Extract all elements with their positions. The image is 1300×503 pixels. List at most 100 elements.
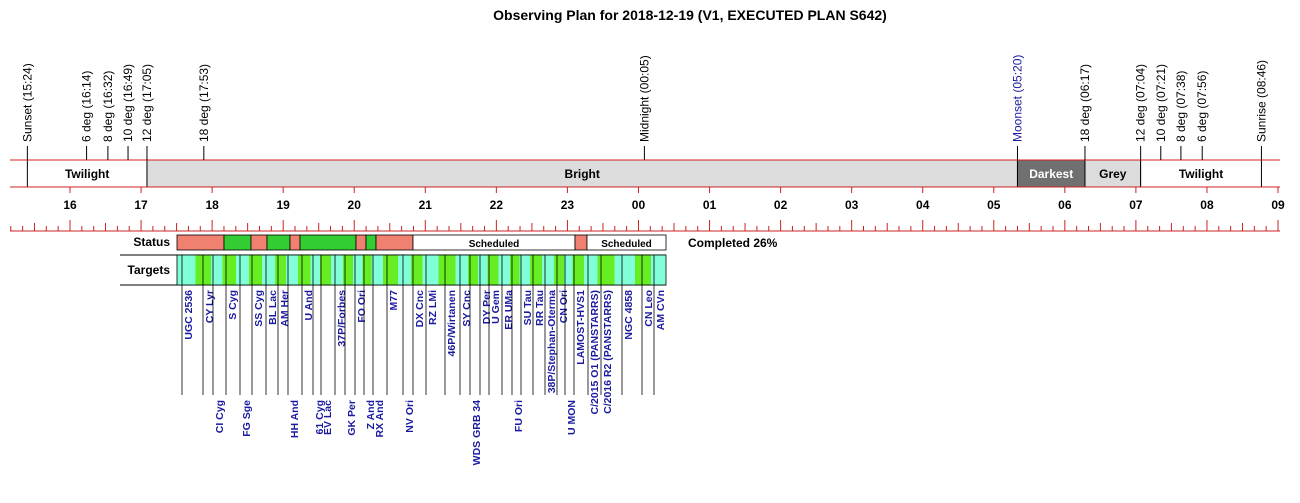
target-box bbox=[635, 255, 651, 285]
event-label: 6 deg (16:14) bbox=[80, 71, 94, 142]
band-label: Twilight bbox=[1179, 167, 1223, 181]
hour-label: 06 bbox=[1058, 198, 1072, 212]
target-label: M77 bbox=[388, 290, 400, 311]
band-label: Darkest bbox=[1029, 167, 1073, 181]
target-label: C/2016 R2 (PANSTARRS) bbox=[602, 290, 614, 414]
target-box bbox=[222, 255, 236, 285]
target-label: U MON bbox=[566, 400, 578, 435]
band bbox=[1016, 159, 1086, 188]
target-box bbox=[236, 255, 249, 285]
hour-label: 03 bbox=[845, 198, 859, 212]
target-box bbox=[478, 255, 488, 285]
hour-label: 02 bbox=[774, 198, 788, 212]
status-segment bbox=[250, 234, 268, 251]
event-label: 12 deg (17:05) bbox=[140, 64, 154, 142]
target-label: AM CVn bbox=[655, 290, 667, 330]
status-segment bbox=[223, 234, 252, 251]
target-label: U Gem bbox=[490, 290, 502, 324]
band bbox=[26, 159, 148, 188]
target-label: RZ LMi bbox=[427, 290, 439, 325]
event-label: Moonset (05:20) bbox=[1010, 55, 1024, 142]
target-label: CY Lyr bbox=[204, 290, 216, 323]
status-segment bbox=[574, 234, 588, 251]
target-box bbox=[651, 255, 666, 285]
targets-label: Targets bbox=[128, 263, 171, 277]
completed: Completed 26% bbox=[688, 236, 778, 250]
target-label: WDS GRB 34 bbox=[471, 400, 483, 466]
target-label: SY Cnc bbox=[461, 290, 473, 327]
target-label: 46P/Wirtanen bbox=[446, 290, 458, 356]
status-segment bbox=[365, 234, 377, 251]
target-box bbox=[487, 255, 499, 285]
target-box bbox=[371, 255, 383, 285]
event-label: 8 deg (16:32) bbox=[101, 71, 115, 142]
target-box bbox=[498, 255, 510, 285]
target-label: DY Per bbox=[481, 290, 493, 324]
target-label: CI Cyg bbox=[214, 400, 226, 433]
target-label: LAMOST-HVS1 bbox=[575, 290, 587, 365]
target-box bbox=[211, 255, 223, 285]
hour-label: 21 bbox=[419, 198, 433, 212]
target-box bbox=[455, 255, 468, 285]
status-text: Scheduled bbox=[601, 239, 652, 250]
target-box bbox=[564, 255, 573, 285]
hour-label: 07 bbox=[1129, 198, 1143, 212]
target-box bbox=[320, 255, 331, 285]
target-box bbox=[249, 255, 262, 285]
target-label: U And bbox=[303, 290, 315, 321]
hour-label: 05 bbox=[987, 198, 1001, 212]
target-label: NV Ori bbox=[404, 400, 416, 433]
target-label: HH And bbox=[289, 400, 301, 438]
hour-label: 23 bbox=[561, 198, 575, 212]
target-box bbox=[468, 255, 478, 285]
target-box bbox=[572, 255, 584, 285]
hour-label: 18 bbox=[205, 198, 219, 212]
target-box bbox=[362, 255, 372, 285]
target-frame bbox=[176, 254, 667, 286]
hour-label: 08 bbox=[1200, 198, 1214, 212]
event-label: 12 deg (07:04) bbox=[1134, 64, 1148, 142]
target-label: RX And bbox=[374, 400, 386, 438]
hour-label: 04 bbox=[916, 198, 930, 212]
band-label: Grey bbox=[1099, 167, 1127, 181]
hour-label: 19 bbox=[277, 198, 291, 212]
target-label: EV Lac bbox=[322, 400, 334, 435]
status-segment bbox=[375, 234, 414, 251]
target-box bbox=[353, 255, 363, 285]
status-label: Status bbox=[133, 235, 170, 249]
event-label: 8 deg (07:38) bbox=[1174, 71, 1188, 142]
target-box bbox=[343, 255, 353, 285]
hour-label: 16 bbox=[63, 198, 77, 212]
hour-label: 22 bbox=[490, 198, 504, 212]
target-label: 37P/Forbes bbox=[336, 290, 348, 347]
target-label: NGC 4858 bbox=[623, 290, 635, 340]
target-box bbox=[298, 255, 311, 285]
band-label: Bright bbox=[565, 167, 600, 181]
target-box bbox=[597, 255, 615, 285]
target-box bbox=[331, 255, 343, 285]
hour-label: 00 bbox=[632, 198, 646, 212]
target-label: GK Per bbox=[346, 400, 358, 436]
event-label: Midnight (00:05) bbox=[637, 55, 651, 142]
target-label: FU Ori bbox=[513, 400, 525, 432]
hour-label: 17 bbox=[134, 198, 148, 212]
target-box bbox=[584, 255, 598, 285]
target-box bbox=[554, 255, 564, 285]
target-box bbox=[542, 255, 554, 285]
status-segment bbox=[289, 234, 301, 251]
target-box bbox=[275, 255, 286, 285]
target-box bbox=[398, 255, 411, 285]
band-label: Twilight bbox=[65, 167, 109, 181]
event-label: 10 deg (07:21) bbox=[1154, 64, 1168, 142]
target-box bbox=[262, 255, 275, 285]
target-label: ER UMa bbox=[503, 290, 515, 330]
target-box bbox=[286, 255, 298, 285]
status-segment bbox=[266, 234, 291, 251]
target-box bbox=[177, 255, 196, 285]
target-box bbox=[530, 255, 542, 285]
target-box bbox=[422, 255, 439, 285]
target-box bbox=[411, 255, 423, 285]
event-label: 18 deg (17:53) bbox=[197, 64, 211, 142]
